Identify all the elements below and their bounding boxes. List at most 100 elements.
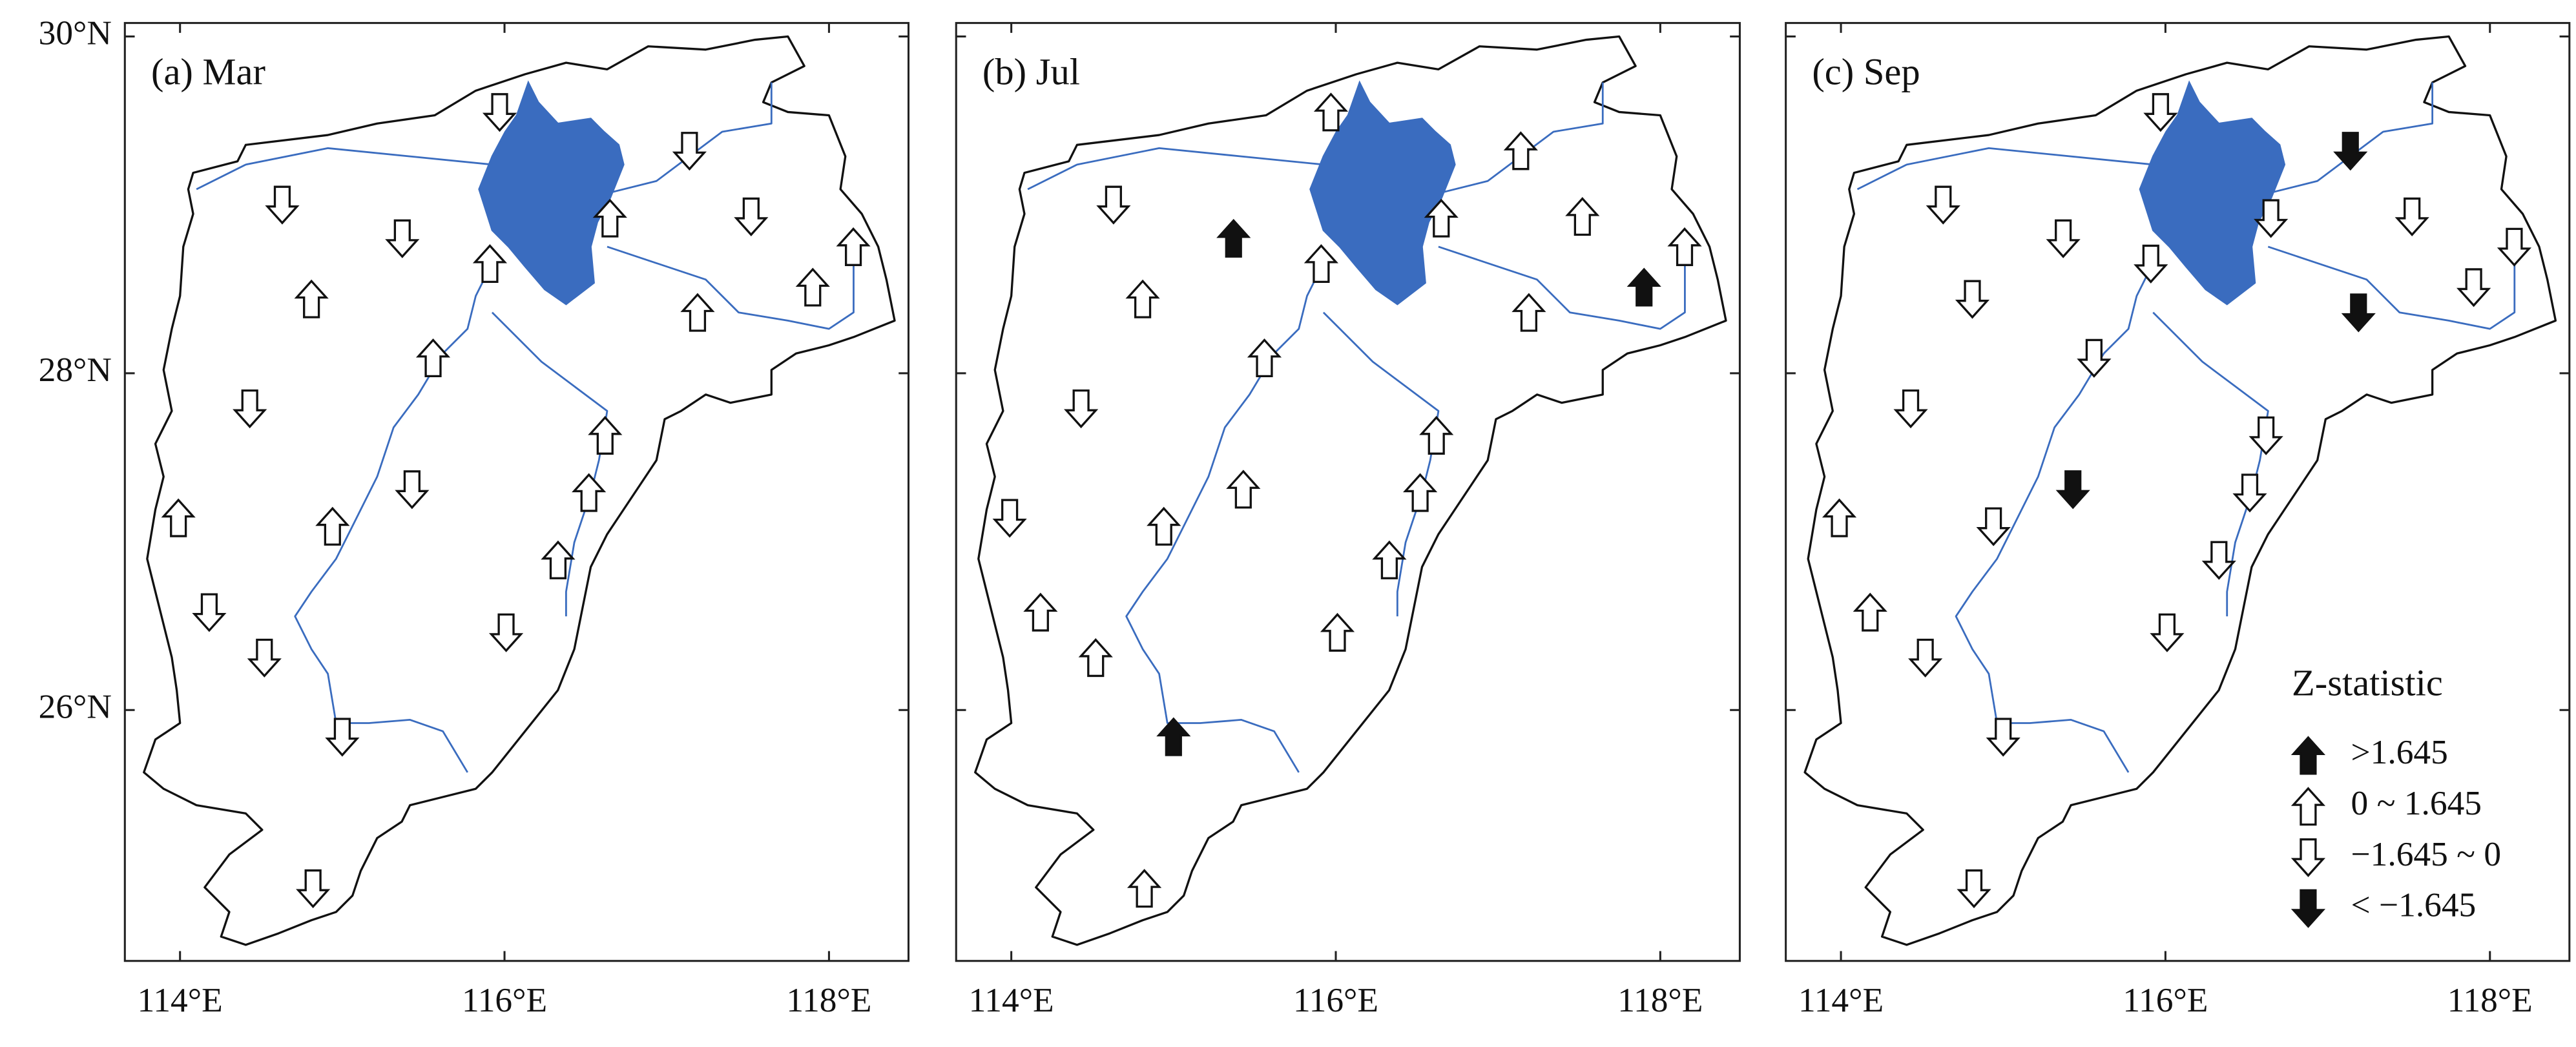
trend-arrow — [1127, 869, 1162, 908]
x-tick-label: 116°E — [462, 980, 547, 1019]
trend-arrow — [161, 498, 196, 537]
trend-arrow — [1096, 185, 1131, 225]
trend-arrow — [265, 185, 300, 225]
basin-boundary — [143, 35, 896, 946]
trend-arrow — [1226, 470, 1261, 509]
trend-arrow — [1503, 131, 1538, 171]
trend-arrow — [1986, 718, 2020, 757]
trend-arrow — [541, 540, 576, 579]
trend-arrow — [1023, 592, 1058, 632]
trend-arrow — [836, 227, 871, 266]
legend-title: Z-statistic — [2292, 661, 2443, 703]
trend-arrow — [1955, 280, 1990, 319]
trend-arrow — [2497, 227, 2532, 267]
trend-arrow — [1908, 638, 1943, 678]
trend-arrow — [1313, 92, 1349, 132]
river — [590, 82, 773, 199]
x-tick-label: 116°E — [1293, 980, 1378, 1019]
panel-frame — [123, 22, 910, 962]
river — [1027, 147, 1324, 191]
trend-arrow — [2290, 889, 2326, 928]
panel-frame — [955, 22, 1741, 962]
trend-arrow — [1565, 196, 1600, 236]
trend-arrow — [1926, 185, 1960, 225]
trend-arrow — [1626, 267, 1661, 307]
trend-arrow — [1064, 389, 1099, 429]
trend-arrow — [1403, 473, 1438, 512]
trend-arrow — [1957, 869, 1991, 909]
lake — [1309, 80, 1456, 306]
trend-arrow — [2077, 338, 2112, 378]
lake — [478, 80, 625, 306]
river — [1322, 311, 1440, 617]
x-tick-label: 114°E — [969, 980, 1054, 1019]
trend-arrow — [2143, 93, 2178, 132]
basin-boundary — [1803, 35, 2557, 946]
trend-arrow — [1511, 293, 1546, 332]
trend-arrow — [1893, 389, 1928, 429]
x-tick-label: 118°E — [786, 980, 871, 1019]
river — [607, 245, 855, 330]
x-tick-label: 118°E — [2447, 980, 2533, 1019]
trend-arrow — [1424, 198, 1459, 238]
trend-arrow — [315, 506, 350, 546]
y-tick-label: 26°N — [39, 687, 112, 726]
trend-arrow — [1853, 592, 1887, 632]
trend-arrow — [2232, 473, 2267, 513]
trend-arrow — [1976, 507, 2011, 546]
river — [491, 311, 608, 617]
panel-title: (b) Jul — [982, 50, 1080, 92]
trend-arrow — [2457, 268, 2491, 307]
trend-arrow — [482, 93, 517, 132]
legend-label: −1.645 ~ 0 — [2351, 834, 2502, 873]
map-panel: (c) Sep 114°E 116°E 118°E Z-statistic >1.645 0… — [1785, 22, 2571, 1019]
trend-arrow — [1216, 218, 1251, 258]
trend-arrow — [672, 132, 707, 171]
trend-arrow — [1372, 540, 1407, 579]
legend-label: < −1.645 — [2351, 886, 2477, 924]
trend-arrow — [1078, 638, 1113, 678]
y-tick-label: 30°N — [39, 14, 112, 52]
trend-arrow — [2150, 613, 2185, 652]
trend-arrow — [192, 593, 227, 632]
trend-arrow — [588, 415, 623, 455]
trend-arrow — [488, 613, 524, 652]
trend-arrow — [992, 499, 1027, 538]
trend-arrow — [795, 267, 830, 307]
basin-boundary — [974, 35, 1727, 946]
trend-arrow — [325, 718, 360, 757]
trend-arrow — [1304, 244, 1338, 284]
trend-arrow — [2394, 197, 2429, 236]
panel-title: (a) Mar — [151, 50, 265, 92]
basin-map — [1803, 35, 2557, 946]
trend-arrow — [385, 219, 420, 258]
trend-arrow — [2333, 132, 2368, 171]
trend-arrow — [1419, 415, 1454, 455]
trend-arrow — [734, 197, 769, 236]
trend-arrow — [2290, 736, 2326, 775]
trend-arrow — [1667, 227, 1702, 266]
basin-map — [974, 35, 1727, 946]
trend-arrow — [1156, 717, 1191, 756]
y-tick-label: 28°N — [39, 350, 112, 389]
basin-map — [143, 35, 896, 946]
trend-arrow — [395, 470, 430, 510]
river — [1422, 82, 1604, 199]
legend-label: 0 ~ 1.645 — [2351, 783, 2482, 822]
trend-arrow — [2055, 470, 2090, 510]
trend-arrow — [1320, 612, 1355, 652]
river — [1856, 147, 2154, 191]
river — [2251, 82, 2434, 199]
trend-arrow — [2201, 541, 2236, 580]
lake — [2139, 80, 2286, 306]
panel-title: (c) Sep — [1812, 50, 1920, 92]
river — [2152, 311, 2269, 617]
river — [1125, 262, 1325, 773]
trend-arrow — [296, 869, 331, 909]
x-tick-label: 118°E — [1617, 980, 1703, 1019]
trend-arrow — [415, 338, 451, 378]
river — [2267, 245, 2516, 330]
panel-frame — [1785, 22, 2571, 962]
river — [196, 147, 493, 191]
